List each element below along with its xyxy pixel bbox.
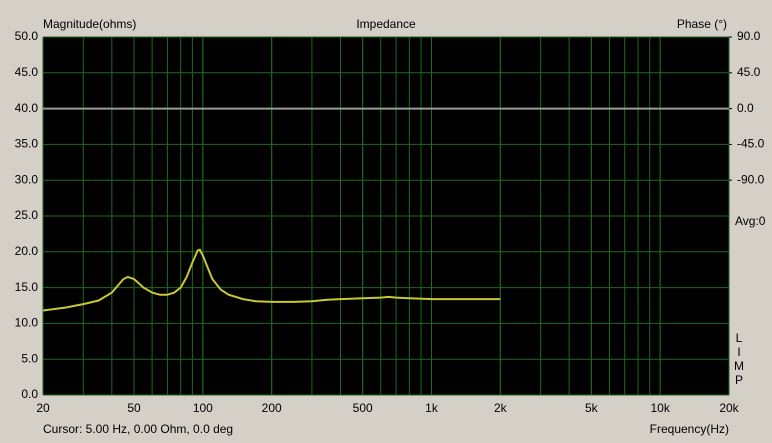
app-letter: L: [736, 331, 743, 345]
x-tick-label: 20: [36, 401, 50, 415]
y2-tick-label: 90.0: [737, 29, 761, 43]
y2-tick-label: 45.0: [737, 65, 761, 79]
y-tick-label: 45.0: [15, 65, 39, 79]
x-tick-label: 5k: [585, 401, 599, 415]
y-tick-label: 0.0: [21, 387, 38, 401]
chart-title: Impedance: [356, 17, 416, 31]
y-tick-label: 25.0: [15, 208, 39, 222]
x-tick-label: 2k: [494, 401, 508, 415]
y-tick-label: 35.0: [15, 137, 39, 151]
y2-tick-label: 0.0: [737, 101, 754, 115]
y2-axis-label: Phase (°): [677, 17, 727, 31]
y-tick-label: 50.0: [15, 29, 39, 43]
y-tick-label: 30.0: [15, 172, 39, 186]
data-line: [42, 248, 501, 312]
app-letter: P: [735, 373, 743, 387]
x-axis-label: Frequency(Hz): [650, 422, 729, 436]
y-axis-label: Magnitude(ohms): [43, 17, 136, 31]
x-tick-label: 1k: [425, 401, 439, 415]
y2-tick-label: -90.0: [737, 172, 765, 186]
app-letter: I: [737, 345, 740, 359]
app-letter: M: [734, 359, 744, 373]
x-tick-label: 10k: [650, 401, 670, 415]
y-tick-label: 20.0: [15, 244, 39, 258]
x-tick-label: 50: [127, 401, 141, 415]
x-tick-label: 200: [262, 401, 282, 415]
avg-label: Avg:0: [735, 214, 766, 228]
x-tick-label: 500: [353, 401, 373, 415]
cursor-text: Cursor: 5.00 Hz, 0.00 Ohm, 0.0 deg: [43, 422, 233, 436]
y-tick-label: 15.0: [15, 280, 39, 294]
y2-tick-label: -45.0: [737, 137, 765, 151]
y-tick-label: 40.0: [15, 101, 39, 115]
y-tick-label: 5.0: [21, 351, 38, 365]
y-tick-label: 10.0: [15, 316, 39, 330]
x-tick-label: 20k: [719, 401, 739, 415]
x-tick-label: 100: [193, 401, 213, 415]
